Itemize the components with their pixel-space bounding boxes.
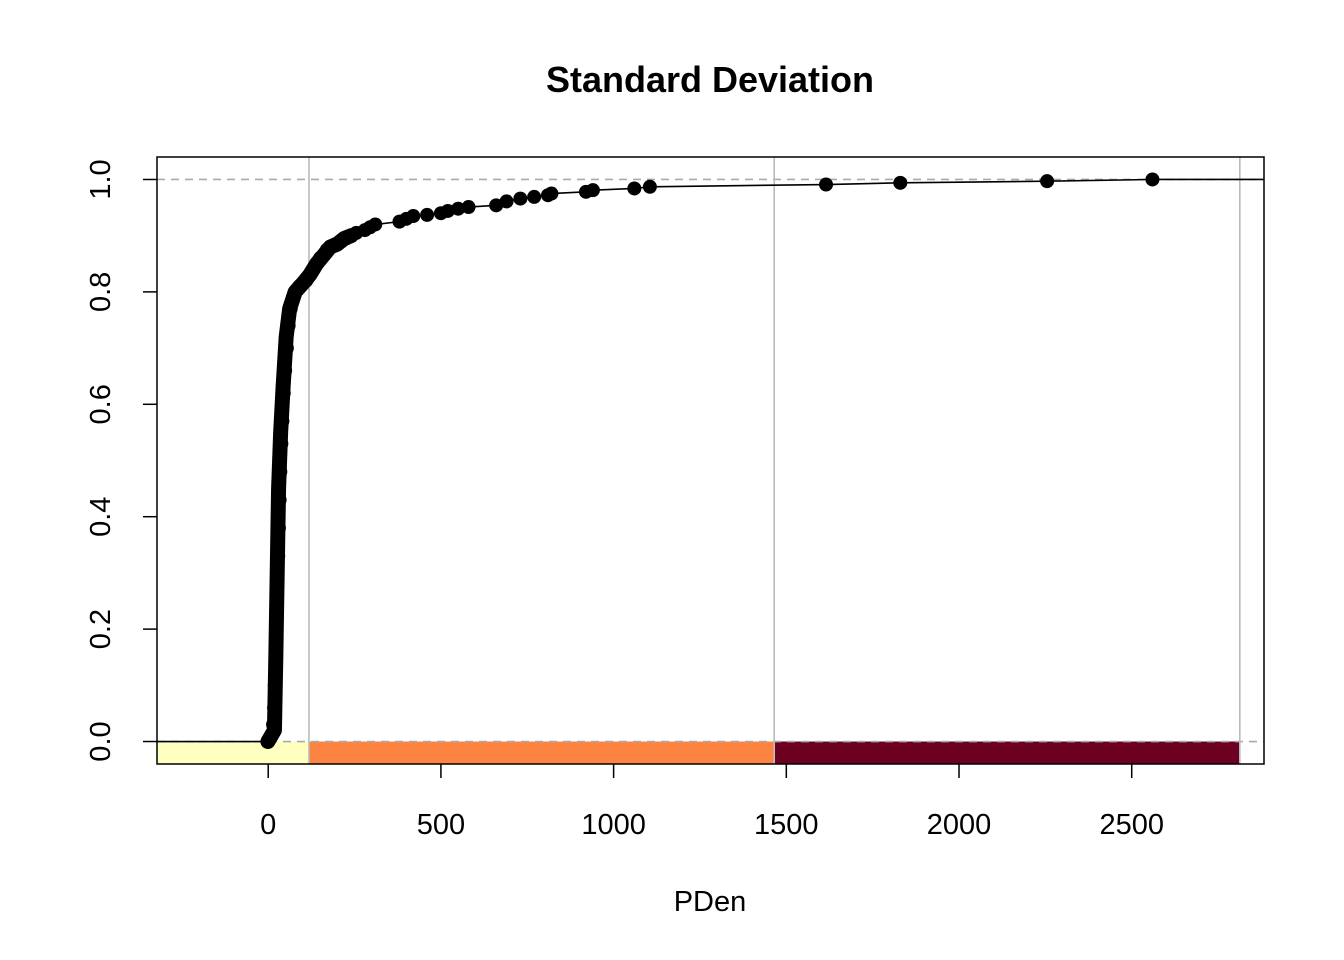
x-tick-label-1: 0: [260, 809, 276, 841]
y-tick-label-1: 0.0: [85, 721, 117, 761]
data-point-17: [276, 386, 291, 401]
y-tick-label-6: 1.0: [85, 159, 117, 199]
data-point-12: [271, 520, 286, 535]
x-tick-label-3: 1000: [581, 809, 646, 841]
data-point-58: [627, 181, 642, 196]
data-series: [157, 172, 1264, 750]
data-point-44: [406, 209, 421, 224]
y-tick-label-2: 0.2: [85, 609, 117, 649]
x-tick-label-2: 500: [417, 809, 465, 841]
data-point-45: [420, 207, 435, 222]
data-point-41: [368, 217, 383, 232]
data-point-51: [499, 194, 514, 209]
y-axis: 0.0 0.2 0.4 0.6 0.8 1.0: [85, 159, 157, 762]
data-point-48: [451, 201, 466, 216]
data-point-19: [279, 341, 294, 356]
class-bands: [157, 741, 1240, 764]
data-point-10: [270, 577, 285, 592]
class-band-3: [774, 741, 1240, 764]
x-tick-label-4: 1500: [754, 809, 819, 841]
data-point-13: [272, 492, 287, 507]
y-tick-label-4: 0.6: [85, 384, 117, 424]
class-band-2: [308, 741, 775, 764]
data-point-14: [273, 464, 288, 479]
class-band-1: [157, 741, 309, 764]
data-point-11: [271, 549, 286, 564]
y-tick-label-5: 0.8: [85, 272, 117, 312]
data-point-21: [283, 301, 298, 316]
data-point-15: [274, 436, 289, 451]
x-axis: 0 500 1000 1500 2000 2500: [260, 764, 1164, 841]
x-tick-label-5: 2000: [927, 809, 992, 841]
reference-lines: [157, 178, 1264, 743]
data-point-16: [275, 414, 290, 429]
data-point-57: [585, 183, 600, 198]
data-point-3: [264, 728, 279, 743]
data-point-62: [1040, 174, 1055, 189]
x-axis-label: PDen: [674, 886, 747, 918]
data-point-60: [819, 177, 834, 192]
data-point-18: [278, 363, 293, 378]
chart-title: Standard Deviation: [546, 59, 874, 100]
y-tick-label-3: 0.4: [85, 497, 117, 537]
data-point-6: [267, 678, 282, 693]
data-point-20: [281, 318, 296, 333]
data-point-4: [266, 717, 281, 732]
data-point-5: [267, 700, 282, 715]
data-point-63: [1145, 172, 1160, 187]
data-point-52: [513, 191, 528, 206]
data-point-53: [527, 189, 542, 204]
plot-frame: [156, 156, 1265, 765]
data-point-59: [642, 179, 657, 194]
data-point-49: [461, 200, 476, 215]
class-break-lines: [308, 157, 1241, 764]
x-tick-label-6: 2500: [1099, 809, 1164, 841]
data-point-61: [893, 175, 908, 190]
data-point-8: [269, 633, 284, 648]
data-point-55: [544, 186, 559, 201]
data-point-9: [269, 605, 284, 620]
data-point-7: [268, 655, 283, 670]
